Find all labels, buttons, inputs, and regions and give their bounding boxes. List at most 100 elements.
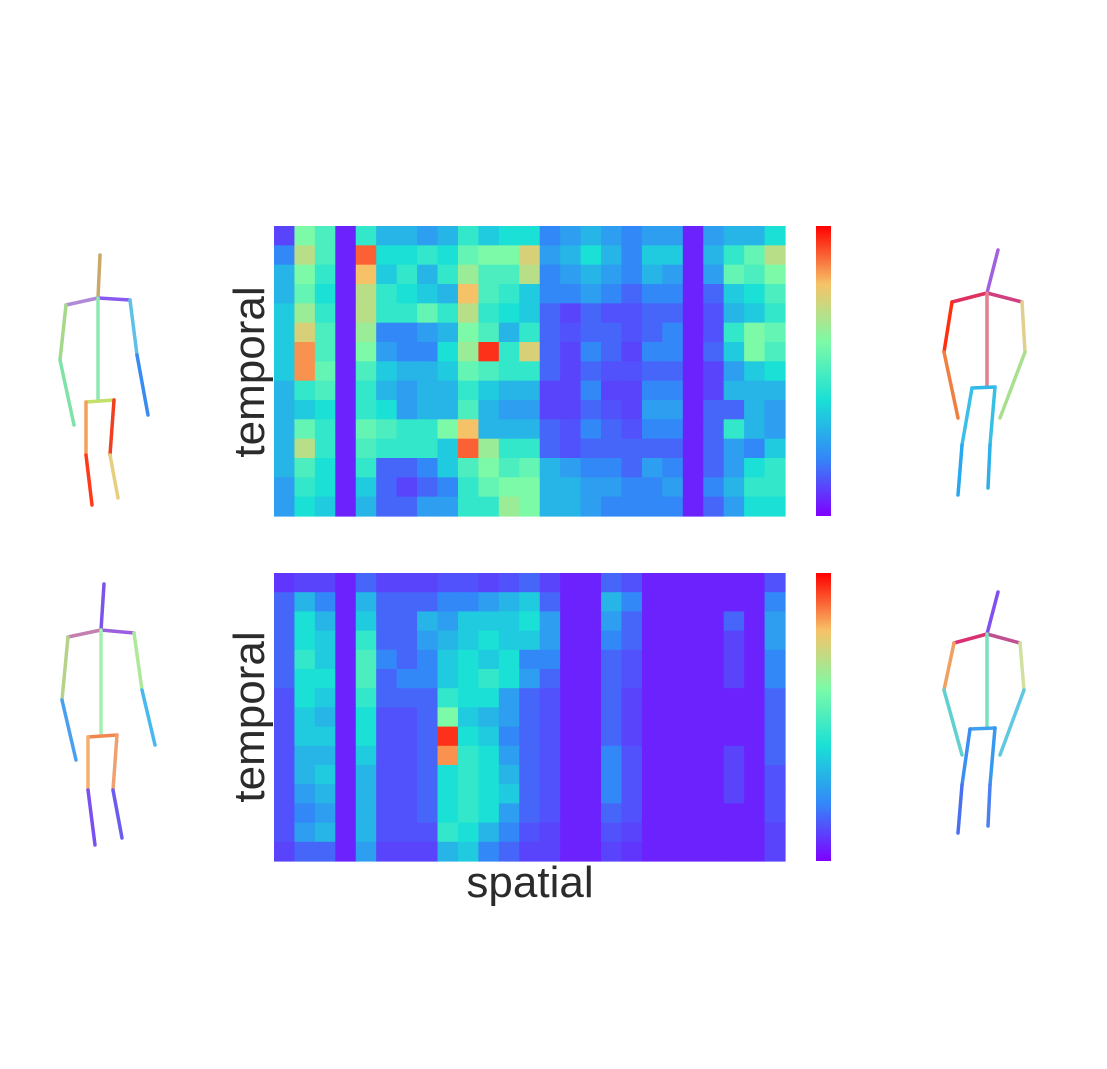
heatmap-cell	[621, 458, 643, 478]
heatmap-cell	[355, 477, 377, 498]
heatmap-cell	[601, 765, 623, 785]
heatmap-cell	[539, 245, 561, 266]
heatmap-cell	[539, 573, 561, 593]
heatmap-cell	[457, 496, 479, 517]
heatmap-cell	[621, 765, 643, 785]
heatmap-cell	[335, 380, 357, 401]
heatmap-cell	[744, 400, 766, 420]
heatmap-cell	[560, 726, 582, 747]
heatmap-cell	[703, 822, 725, 843]
heatmap-cell	[314, 707, 336, 728]
heatmap-cell	[274, 803, 296, 824]
heatmap-cell	[601, 380, 623, 401]
heatmap-cell	[621, 688, 643, 708]
heatmap-cell	[580, 361, 602, 382]
heatmap-cell	[294, 342, 316, 362]
skeleton-figure-bottom-left	[60, 582, 157, 847]
heatmap-cell	[723, 765, 745, 785]
heatmap-cell	[335, 688, 357, 708]
heatmap-cell	[376, 400, 398, 420]
heatmap-cell	[417, 342, 439, 362]
heatmap-cell	[498, 245, 520, 266]
heatmap-cell	[498, 611, 520, 632]
heatmap-cell	[662, 361, 684, 382]
heatmap-cell	[682, 400, 704, 420]
heatmap-cell	[641, 649, 663, 670]
heatmap-cell	[601, 342, 623, 362]
heatmap-cell	[519, 303, 541, 324]
heatmap-cell	[376, 380, 398, 401]
heatmap-cell	[355, 458, 377, 478]
heatmap-cell	[396, 592, 418, 612]
heatmap-cell	[457, 264, 479, 285]
heatmap-cell	[376, 803, 398, 824]
heatmap-cell	[274, 303, 296, 324]
heatmap-cell	[396, 284, 418, 304]
heatmap-cell	[682, 707, 704, 728]
heatmap-cell	[437, 611, 459, 632]
heatmap-cell	[744, 477, 766, 498]
heatmap-cell	[376, 841, 398, 862]
heatmap-cell	[355, 726, 377, 747]
heatmap-cell	[335, 669, 357, 689]
heatmap-cell	[376, 458, 398, 478]
heatmap-cell	[355, 822, 377, 843]
heatmap-cell	[662, 649, 684, 670]
heatmap-cell	[294, 784, 316, 804]
heatmap-cell	[335, 841, 357, 862]
heatmap-cell	[662, 477, 684, 498]
heatmap-cell	[703, 303, 725, 324]
heatmap-cell	[498, 400, 520, 420]
heatmap-cell	[376, 496, 398, 517]
heatmap-cell	[580, 380, 602, 401]
heatmap-cell	[560, 669, 582, 689]
heatmap-top	[274, 226, 786, 517]
heatmap-cell	[417, 380, 439, 401]
heatmap-cell	[396, 264, 418, 285]
heatmap-cell	[662, 438, 684, 459]
heatmap-cell	[274, 496, 296, 517]
heatmap-cell	[519, 745, 541, 766]
heatmap-cell	[437, 438, 459, 459]
heatmap-cell	[314, 419, 336, 440]
heatmap-cell	[376, 322, 398, 343]
heatmap-cell	[335, 573, 357, 593]
heatmap-cell	[662, 458, 684, 478]
heatmap-cell	[498, 361, 520, 382]
heatmap-cell	[478, 438, 500, 459]
heatmap-cell	[703, 784, 725, 804]
heatmap-cell	[457, 726, 479, 747]
heatmap-cell	[478, 841, 500, 862]
heatmap-cell	[703, 841, 725, 862]
heatmap-cell	[744, 688, 766, 708]
heatmap-cell	[764, 649, 786, 670]
heatmap-cell	[539, 419, 561, 440]
heatmap-cell	[703, 380, 725, 401]
heatmap-cell	[601, 592, 623, 612]
heatmap-cell	[457, 765, 479, 785]
heatmap-cell	[662, 630, 684, 651]
heatmap-cell	[519, 649, 541, 670]
heatmap-cell	[417, 322, 439, 343]
heatmap-cell	[744, 380, 766, 401]
heatmap-cell	[274, 458, 296, 478]
heatmap-cell	[519, 264, 541, 285]
heatmap-cell	[376, 361, 398, 382]
heatmap-cell	[560, 226, 582, 246]
heatmap-cell	[498, 380, 520, 401]
heatmap-cell	[703, 245, 725, 266]
heatmap-cell	[417, 458, 439, 478]
heatmap-cell	[560, 822, 582, 843]
heatmap-cell	[641, 688, 663, 708]
heatmap-cell	[682, 361, 704, 382]
heatmap-cell	[744, 745, 766, 766]
heatmap-cell	[396, 438, 418, 459]
heatmap-cell	[437, 726, 459, 747]
heatmap-cell	[723, 400, 745, 420]
heatmap-cell	[274, 649, 296, 670]
heatmap-cell	[764, 245, 786, 266]
heatmap-cell	[703, 726, 725, 747]
heatmap-cell	[457, 803, 479, 824]
heatmap-cell	[314, 477, 336, 498]
heatmap-cell	[437, 284, 459, 304]
